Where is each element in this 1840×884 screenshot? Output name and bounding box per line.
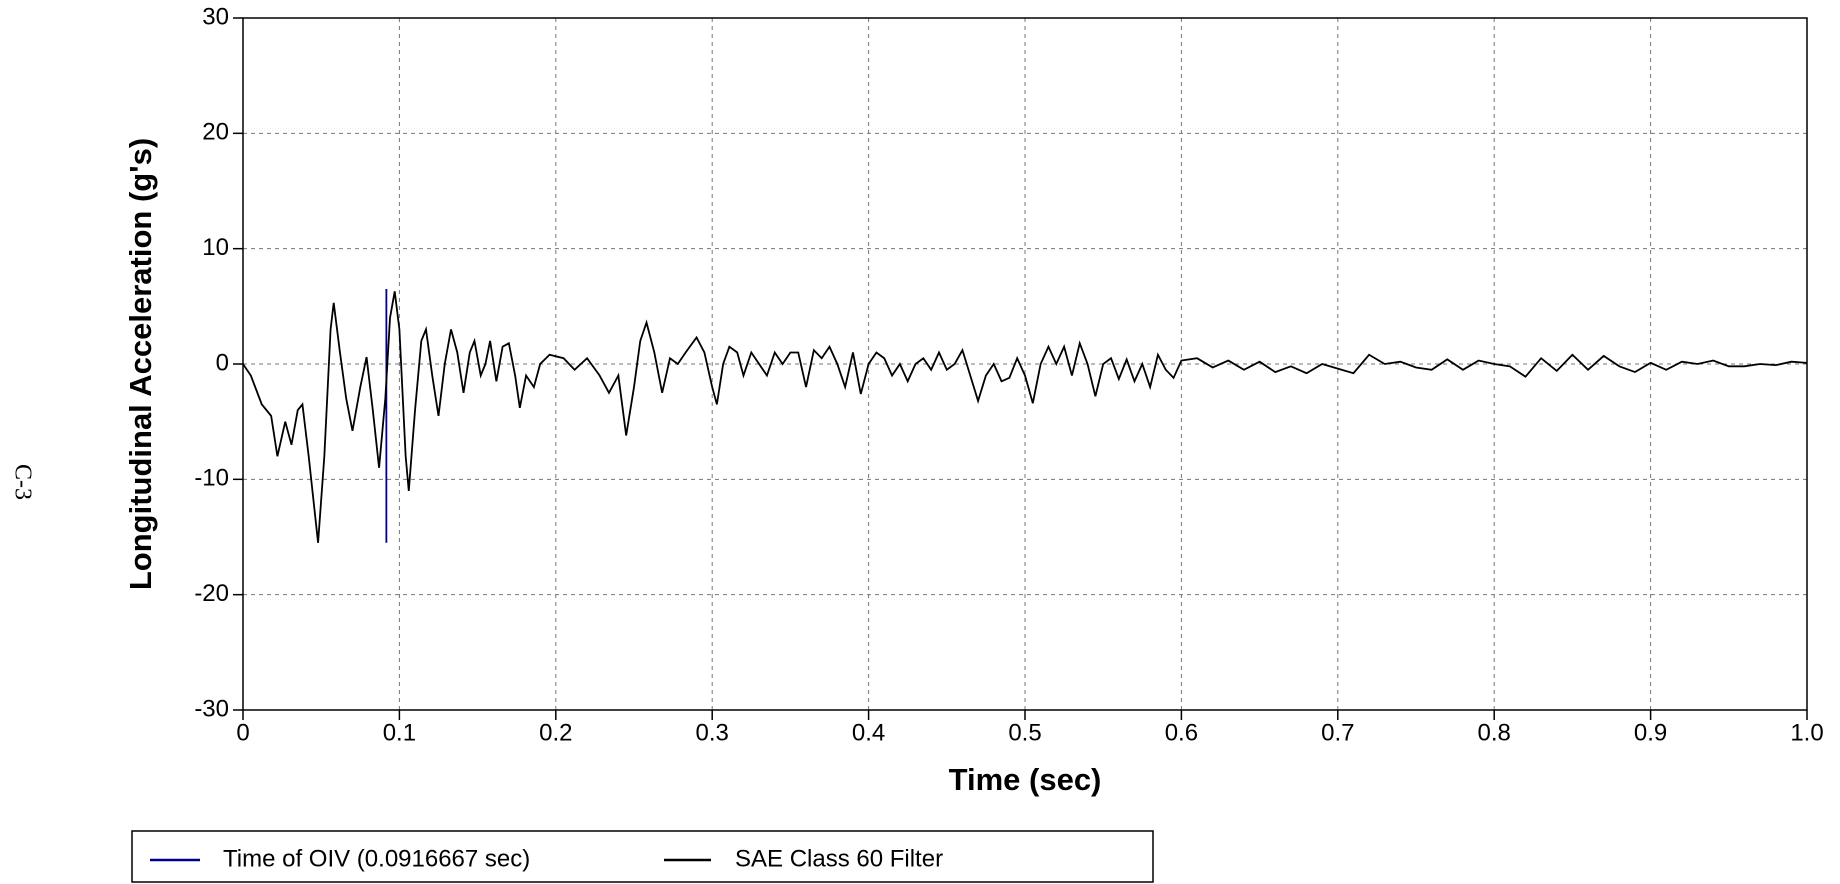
x-tick-label: 0.1 xyxy=(383,719,416,746)
series-line xyxy=(242,291,1808,543)
x-tick-label: 0.2 xyxy=(539,719,572,746)
x-tick-label: 0.6 xyxy=(1165,719,1198,746)
legend-label: Time of OIV (0.0916667 sec) xyxy=(223,845,530,872)
y-tick-label: 30 xyxy=(202,3,229,30)
x-tick-label: 0.5 xyxy=(1008,719,1041,746)
x-tick-label: 0.7 xyxy=(1321,719,1354,746)
y-tick-label: -20 xyxy=(194,580,229,607)
y-tick-label: -10 xyxy=(194,465,229,492)
y-tick-label: 20 xyxy=(202,119,229,146)
y-axis-title: Longitudinal Acceleration (g's) xyxy=(123,138,158,590)
x-tick-label: 0.8 xyxy=(1478,719,1511,746)
x-tick-label: 0.3 xyxy=(696,719,729,746)
legend-label: SAE Class 60 Filter xyxy=(735,845,943,872)
x-tick-label: 0.4 xyxy=(852,719,885,746)
y-tick-label: 10 xyxy=(202,234,229,261)
x-axis-title: Time (sec) xyxy=(949,762,1102,797)
y-tick-label: 0 xyxy=(216,349,229,376)
y-tick-label: -30 xyxy=(194,695,229,722)
page-number: C-3 xyxy=(9,464,35,500)
x-tick-label: 0 xyxy=(236,719,249,746)
x-tick-label: 1.0 xyxy=(1790,719,1823,746)
x-tick-label: 0.9 xyxy=(1634,719,1667,746)
legend-box xyxy=(131,830,1154,883)
